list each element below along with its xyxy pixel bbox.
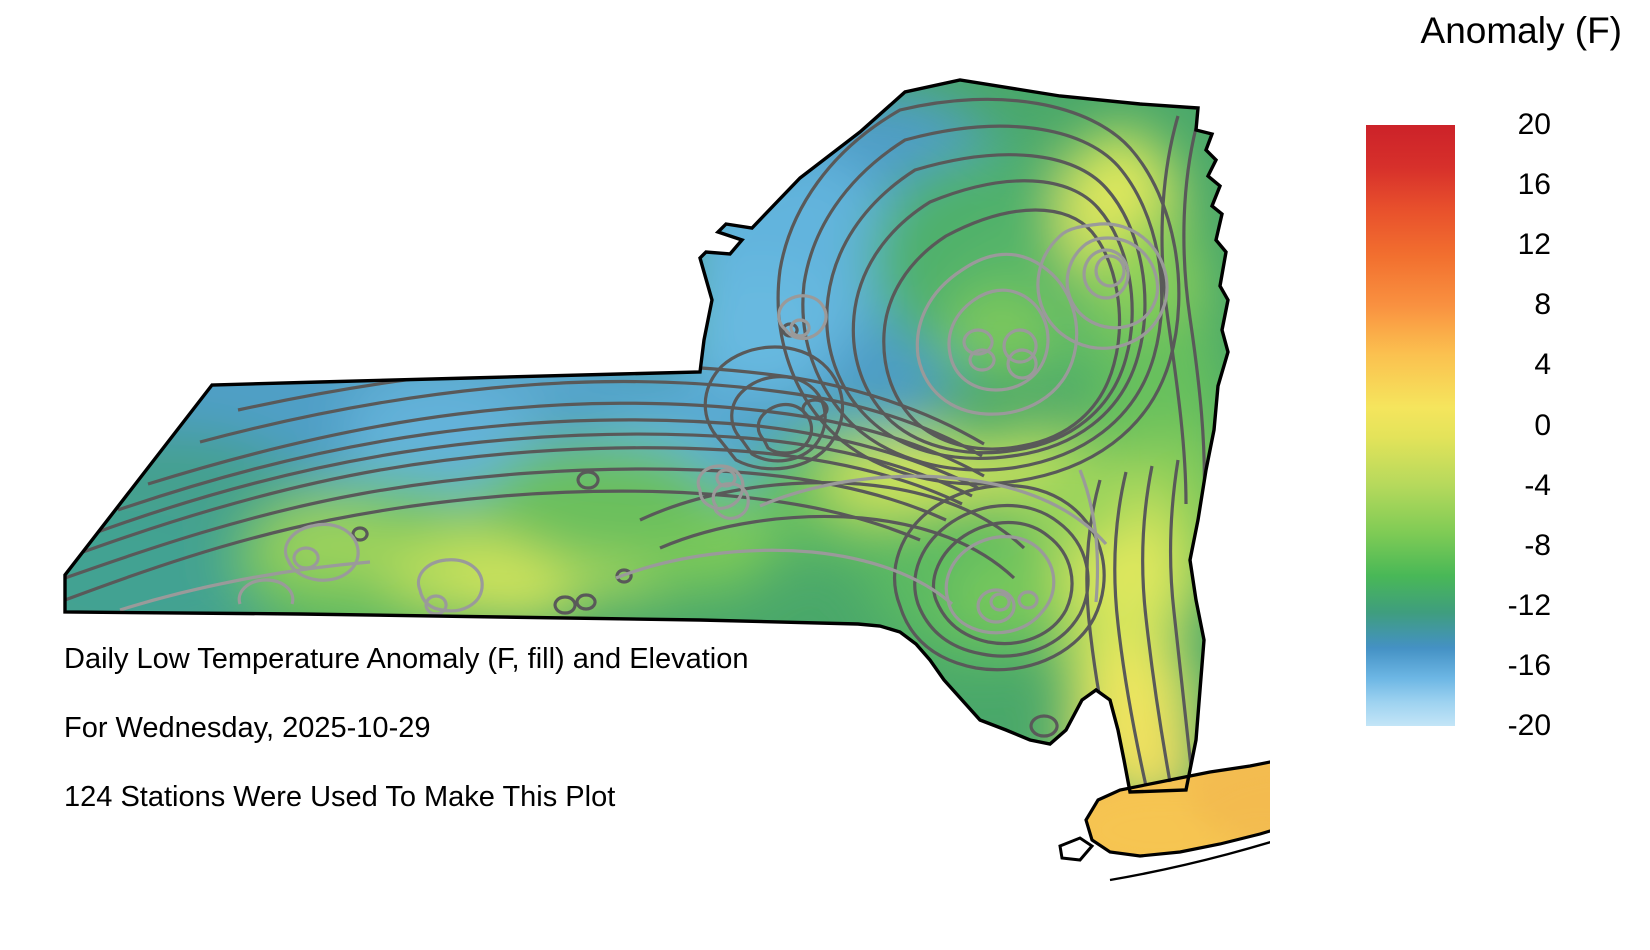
long-island-outline <box>1084 760 1270 858</box>
colorbar-tick-2: 12 <box>1517 228 1551 262</box>
colorbar-tick-7: -8 <box>1524 528 1551 562</box>
elevation-contours-high <box>119 222 1169 635</box>
colorbar-tick-9: -16 <box>1507 648 1551 682</box>
colorbar-tick-8: -12 <box>1507 588 1551 622</box>
colorbar-tick-0: 20 <box>1517 108 1551 141</box>
colorbar-tick-10: -20 <box>1507 709 1551 742</box>
state-outline-mainland <box>63 78 1230 794</box>
colorbar-title: Anomaly (F) <box>1420 10 1622 51</box>
caption-block: Daily Low Temperature Anomaly (F, fill) … <box>64 645 904 812</box>
caption-line-date: For Wednesday, 2025-10-29 <box>64 712 431 744</box>
colorbar-tick-4: 4 <box>1534 348 1551 382</box>
new-york-state-map <box>63 78 1270 882</box>
map-panel <box>63 78 1270 882</box>
colorbar-tick-3: 8 <box>1534 288 1551 322</box>
colorbar-tick-1: 16 <box>1517 168 1551 202</box>
caption-line-stations: 124 Stations Were Used To Make This Plot <box>64 781 616 813</box>
legend-panel: Anomaly (F) 20 16 12 8 4 0 -4 -8 -12 -16 -20 <box>1270 0 1650 950</box>
colorbar-gradient <box>1366 125 1455 726</box>
colorbar-tick-5: 0 <box>1534 408 1551 442</box>
elevation-contours-major <box>65 97 1206 789</box>
colorbar-tick-labels: 20 16 12 8 4 0 -4 -8 -12 -16 -20 <box>1455 110 1585 741</box>
staten-island-outline <box>1058 836 1095 862</box>
colorbar-tick-6: -4 <box>1524 468 1551 502</box>
caption-line-title: Daily Low Temperature Anomaly (F, fill) … <box>64 643 749 675</box>
south-shore-line <box>1109 841 1270 882</box>
